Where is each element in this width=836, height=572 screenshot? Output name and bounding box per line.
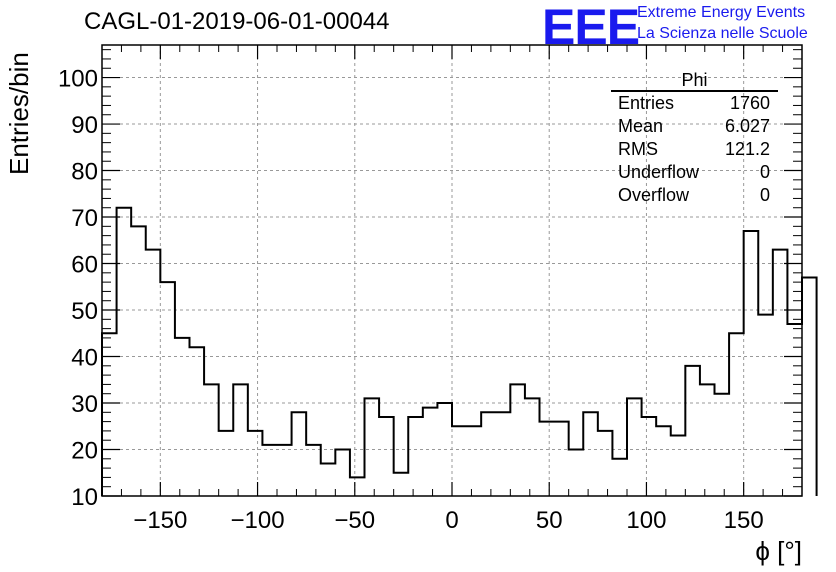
y-tick-label: 10 [71,484,98,511]
stats-label: RMS [618,139,658,159]
x-tick-label: 150 [724,507,764,534]
stats-label: Entries [618,93,675,113]
eee-logo: EEE [542,0,640,55]
y-tick-label: 60 [71,252,98,279]
stats-value: 121.2 [724,139,770,159]
x-tick-label: −100 [231,507,285,534]
stats-row: Overflow 0 [611,184,778,207]
y-tick-label: 80 [71,159,98,186]
stats-value: 0 [759,162,770,182]
histogram-line [101,206,818,496]
stats-rows: Entries 1760 Mean 6.027 RMS 121.2 Underflow 0 Ov… [611,92,778,207]
chart-title: CAGL-01-2019-06-01-00044 [84,8,390,35]
y-tick-label: 30 [71,391,98,418]
logo-line-1: Extreme Energy Events [637,4,806,21]
x-tick-label: 100 [626,507,666,534]
stats-label: Underflow [618,162,700,182]
x-tick-label: −50 [334,507,375,534]
stats-value: 6.027 [724,116,770,136]
y-tick-label: 40 [71,345,98,372]
stats-value: 1760 [729,93,770,113]
y-tick-label: 20 [71,438,98,465]
x-tick-label: −150 [133,507,187,534]
stats-row: Entries 1760 [611,92,778,115]
stats-label: Overflow [618,185,690,205]
y-tick-label: 70 [71,205,98,232]
x-axis-label: ϕ [°] [755,536,802,566]
x-tick-label: 0 [445,507,458,534]
stats-row: RMS 121.2 [611,138,778,161]
axes: −150 −100 −50 0 50 100 150 10 20 30 40 50 60 70 80 90 10… [58,44,803,534]
stats-title: Phi [611,70,778,92]
stats-box: Phi Entries 1760 Mean 6.027 RMS 121.2 Underflo… [611,70,778,207]
y-axis-label: Entries/bin [4,52,34,175]
stats-row: Underflow 0 [611,161,778,184]
stats-label: Mean [618,116,664,136]
y-tick-label: 100 [58,66,98,93]
logo-line-2: La Scienza nelle Scuole [637,25,808,42]
y-tick-label: 50 [71,298,98,325]
y-tick-label: 90 [71,112,98,139]
stats-value: 0 [759,185,770,205]
stats-row: Mean 6.027 [611,115,778,138]
x-tick-label: 50 [536,507,563,534]
